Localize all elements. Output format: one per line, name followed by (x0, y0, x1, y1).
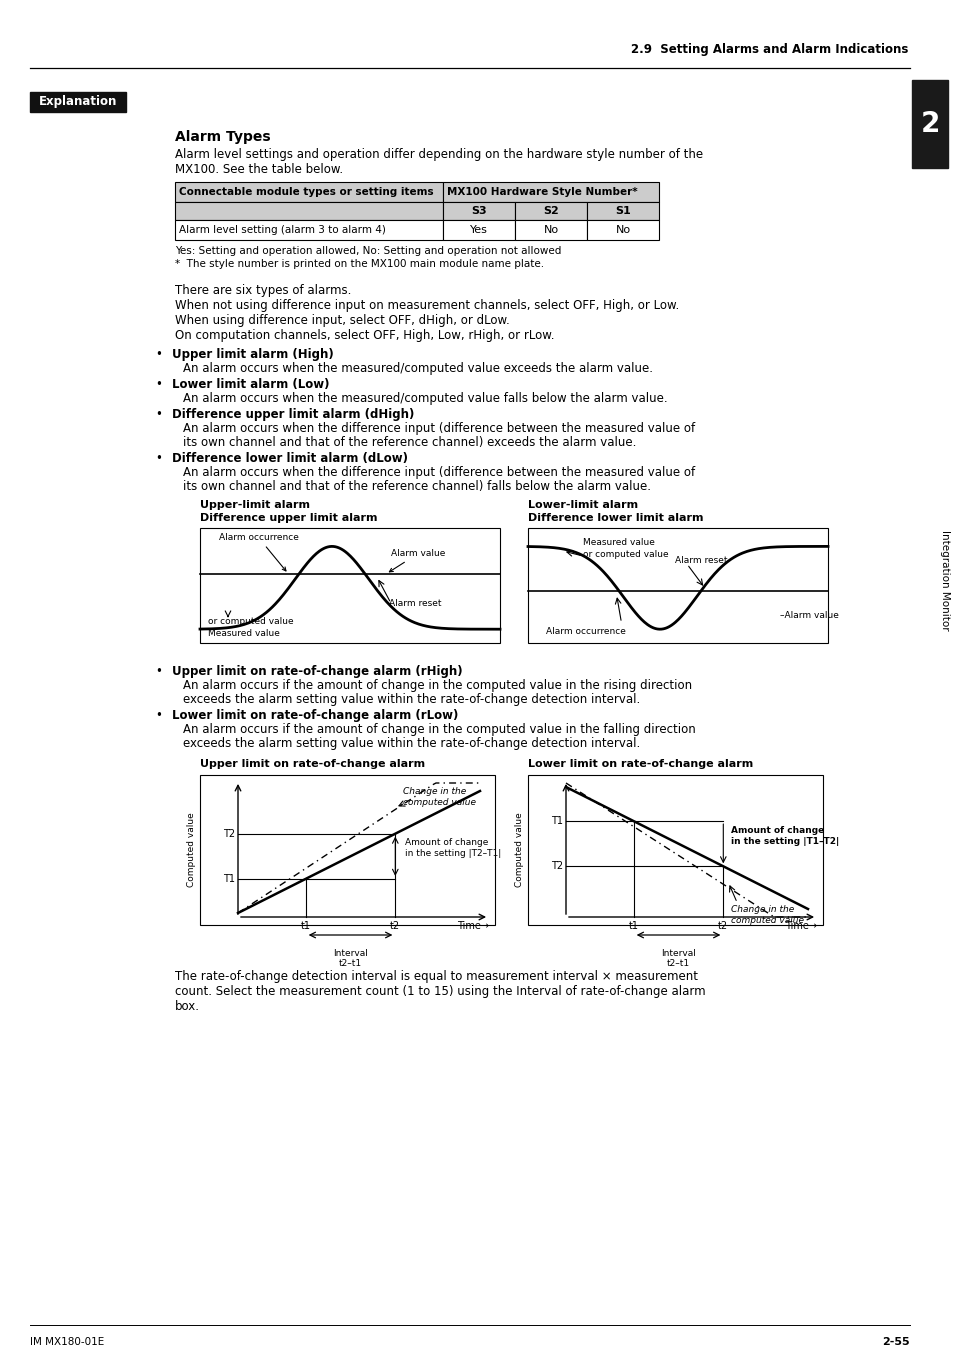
Text: Lower-limit alarm: Lower-limit alarm (527, 500, 638, 510)
Text: Amount of change
in the setting |T2–T1|: Amount of change in the setting |T2–T1| (405, 838, 501, 859)
Bar (174, 182, 442, 202)
Text: Measured value: Measured value (582, 539, 654, 547)
Text: Yes: Yes (470, 225, 487, 235)
Text: When using difference input, select OFF, dHigh, or dLow.: When using difference input, select OFF,… (174, 315, 509, 327)
Bar (527, 528, 827, 643)
Text: The rate-of-change detection interval is equal to measurement interval × measure: The rate-of-change detection interval is… (174, 971, 698, 983)
Text: t2: t2 (718, 921, 727, 931)
Text: MX100. See the table below.: MX100. See the table below. (174, 163, 343, 176)
Text: exceeds the alarm setting value within the rate-of-change detection interval.: exceeds the alarm setting value within t… (183, 737, 639, 751)
Bar (200, 528, 499, 643)
Text: There are six types of alarms.: There are six types of alarms. (174, 284, 351, 297)
Text: t1: t1 (300, 921, 311, 931)
Text: S1: S1 (615, 207, 630, 216)
Text: Alarm level setting (alarm 3 to alarm 4): Alarm level setting (alarm 3 to alarm 4) (179, 225, 385, 235)
Text: Interval
t2–t1: Interval t2–t1 (333, 949, 368, 968)
Text: S2: S2 (542, 207, 558, 216)
Text: Upper-limit alarm: Upper-limit alarm (200, 500, 310, 510)
Text: Upper limit on rate-of-change alarm: Upper limit on rate-of-change alarm (200, 759, 425, 769)
Bar (174, 202, 442, 220)
Text: An alarm occurs when the difference input (difference between the measured value: An alarm occurs when the difference inpu… (183, 423, 695, 435)
Text: 2: 2 (920, 109, 939, 138)
Text: t2: t2 (390, 921, 400, 931)
Text: Explanation: Explanation (39, 96, 117, 108)
Text: IM MX180-01E: IM MX180-01E (30, 1336, 104, 1347)
Text: •: • (155, 408, 162, 421)
Text: No: No (615, 225, 630, 235)
Text: Change in the
computed value: Change in the computed value (403, 787, 476, 807)
Text: –Alarm value: –Alarm value (780, 612, 838, 620)
Text: Time→: Time→ (784, 921, 816, 931)
Text: Difference upper limit alarm: Difference upper limit alarm (200, 513, 377, 522)
Text: T2: T2 (550, 861, 562, 871)
Bar (200, 775, 495, 925)
Text: Upper limit on rate-of-change alarm (rHigh): Upper limit on rate-of-change alarm (rHi… (172, 666, 462, 678)
Text: T1: T1 (551, 817, 562, 826)
Text: Lower limit on rate-of-change alarm (rLow): Lower limit on rate-of-change alarm (rLo… (172, 709, 457, 722)
Text: Difference lower limit alarm (dLow): Difference lower limit alarm (dLow) (172, 452, 408, 464)
Text: On computation channels, select OFF, High, Low, rHigh, or rLow.: On computation channels, select OFF, Hig… (174, 329, 554, 342)
Text: MX100 Hardware Style Number*: MX100 Hardware Style Number* (447, 188, 637, 197)
Text: Alarm reset: Alarm reset (389, 599, 441, 609)
Text: An alarm occurs if the amount of change in the computed value in the falling dir: An alarm occurs if the amount of change … (183, 724, 695, 736)
Text: Computed value: Computed value (515, 813, 523, 887)
Text: *  The style number is printed on the MX100 main module name plate.: * The style number is printed on the MX1… (174, 259, 543, 269)
Text: Alarm Types: Alarm Types (174, 130, 271, 144)
Text: exceeds the alarm setting value within the rate-of-change detection interval.: exceeds the alarm setting value within t… (183, 693, 639, 706)
Text: Integration Monitor: Integration Monitor (939, 529, 949, 630)
Bar (442, 202, 515, 220)
Text: No: No (543, 225, 558, 235)
Bar (586, 202, 659, 220)
Text: t1: t1 (628, 921, 639, 931)
Bar (30, 92, 126, 112)
Text: Connectable module types or setting items: Connectable module types or setting item… (179, 188, 434, 197)
Text: Interval
t2–t1: Interval t2–t1 (660, 949, 696, 968)
Bar (515, 220, 586, 240)
Bar (442, 182, 659, 202)
Text: An alarm occurs when the difference input (difference between the measured value: An alarm occurs when the difference inpu… (183, 466, 695, 479)
Text: 2.9  Setting Alarms and Alarm Indications: 2.9 Setting Alarms and Alarm Indications (630, 43, 907, 55)
Text: Alarm occurrence: Alarm occurrence (545, 626, 625, 636)
Text: Alarm occurrence: Alarm occurrence (218, 533, 298, 571)
Text: An alarm occurs when the measured/computed value falls below the alarm value.: An alarm occurs when the measured/comput… (183, 392, 667, 405)
Text: Upper limit alarm (High): Upper limit alarm (High) (172, 348, 334, 360)
Text: Measured value: Measured value (208, 629, 279, 639)
Bar (515, 202, 586, 220)
Text: •: • (155, 348, 162, 360)
Text: Difference lower limit alarm: Difference lower limit alarm (527, 513, 702, 522)
Text: its own channel and that of the reference channel) exceeds the alarm value.: its own channel and that of the referenc… (183, 436, 636, 450)
Text: T2: T2 (223, 829, 234, 838)
Text: •: • (155, 452, 162, 464)
Text: An alarm occurs if the amount of change in the computed value in the rising dire: An alarm occurs if the amount of change … (183, 679, 691, 693)
Text: Time→: Time→ (456, 921, 489, 931)
Bar (174, 220, 442, 240)
Text: An alarm occurs when the measured/computed value exceeds the alarm value.: An alarm occurs when the measured/comput… (183, 362, 652, 375)
Text: or computed value: or computed value (208, 617, 294, 626)
Text: Alarm level settings and operation differ depending on the hardware style number: Alarm level settings and operation diffe… (174, 148, 702, 161)
Text: T1: T1 (223, 873, 234, 884)
Text: or computed value: or computed value (582, 549, 668, 559)
Bar (911, 80, 947, 167)
Text: Lower limit alarm (Low): Lower limit alarm (Low) (172, 378, 329, 392)
Text: 2-55: 2-55 (882, 1336, 909, 1347)
Text: count. Select the measurement count (1 to 15) using the Interval of rate-of-chan: count. Select the measurement count (1 t… (174, 986, 705, 998)
Bar (586, 220, 659, 240)
Text: •: • (155, 666, 162, 678)
Text: Computed value: Computed value (187, 813, 195, 887)
Bar (442, 220, 515, 240)
Text: Difference upper limit alarm (dHigh): Difference upper limit alarm (dHigh) (172, 408, 414, 421)
Bar (527, 775, 822, 925)
Text: Lower limit on rate-of-change alarm: Lower limit on rate-of-change alarm (527, 759, 753, 769)
Text: its own channel and that of the reference channel) falls below the alarm value.: its own channel and that of the referenc… (183, 481, 650, 493)
Text: Amount of change
in the setting |T1–T2|: Amount of change in the setting |T1–T2| (731, 826, 839, 846)
Text: Yes: Setting and operation allowed, No: Setting and operation not allowed: Yes: Setting and operation allowed, No: … (174, 246, 560, 256)
Text: When not using difference input on measurement channels, select OFF, High, or Lo: When not using difference input on measu… (174, 298, 679, 312)
Text: •: • (155, 378, 162, 392)
Text: box.: box. (174, 1000, 200, 1012)
Text: Alarm reset: Alarm reset (675, 556, 727, 566)
Text: Change in the
computed value: Change in the computed value (731, 904, 803, 925)
Text: S3: S3 (471, 207, 486, 216)
Text: •: • (155, 709, 162, 722)
Text: Alarm value: Alarm value (389, 549, 445, 572)
